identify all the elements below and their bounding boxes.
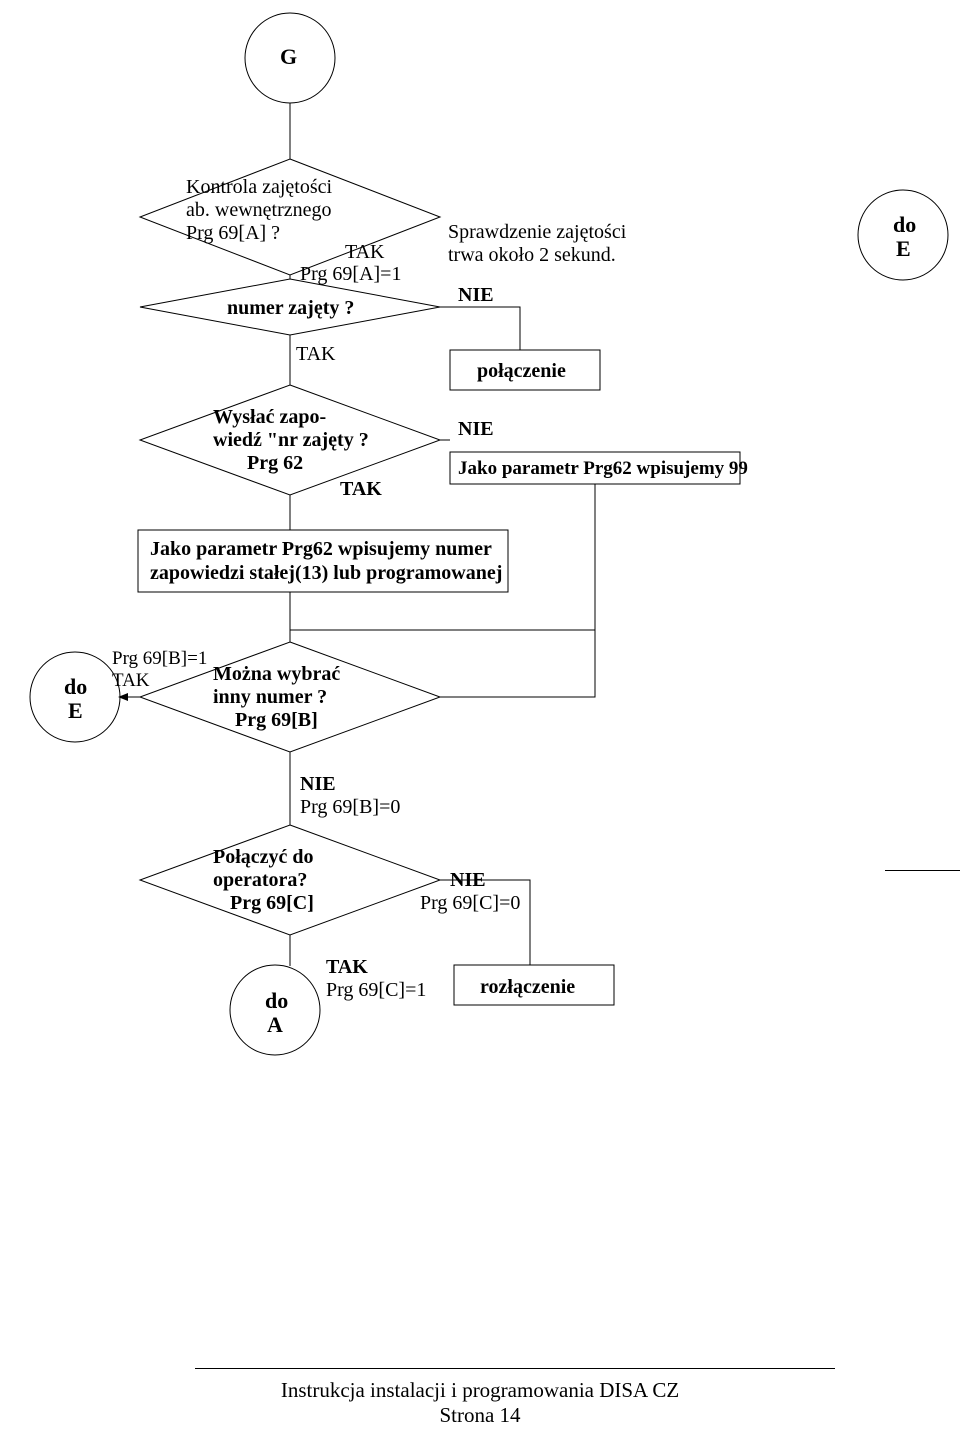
decision-d4-line3: Prg 69[B] <box>235 708 318 732</box>
decision-d2-label: numer zajęty ? <box>227 296 354 320</box>
decision-d1-line2: ab. wewnętrznego <box>186 198 332 222</box>
prg69b-tak-line2: TAK <box>112 670 150 693</box>
footer-divider <box>195 1368 835 1369</box>
d2-out-tak: TAK <box>296 342 336 366</box>
partial-rule-right <box>885 870 960 871</box>
d1-out-tak-line2: Prg 69[A]=1 <box>300 262 401 286</box>
d3-out-tak: TAK <box>340 477 382 501</box>
box-prg62-99-label: Jako parametr Prg62 wpisujemy 99 <box>458 458 748 481</box>
decision-d1-line1: Kontrola zajętości <box>186 175 332 199</box>
connector-do-e-left-line2: E <box>68 698 83 724</box>
d1-out-tak-line1: TAK <box>345 240 385 264</box>
box-prg62-num-line2: zapowiedzi stałej(13) lub programowanej <box>150 561 502 585</box>
footer-line1: Instrukcja instalacji i programowania DI… <box>0 1378 960 1403</box>
decision-d5-line2: operatora? <box>213 868 307 892</box>
d2-out-nie: NIE <box>458 283 494 307</box>
decision-d1-line3: Prg 69[A] ? <box>186 221 280 245</box>
d4-out-nie-line1: NIE <box>300 772 336 796</box>
prg69b-tak-line1: Prg 69[B]=1 <box>112 648 207 671</box>
decision-d3-line2: wiedź "nr zajęty ? <box>213 428 369 452</box>
d5-out-nie-line2: Prg 69[C]=0 <box>420 891 520 915</box>
d5-out-tak-line2: Prg 69[C]=1 <box>326 978 426 1002</box>
connector-do-e-right-line1: do <box>893 212 916 238</box>
box-polaczenie-label: połączenie <box>477 359 566 383</box>
connector-do-a-line1: do <box>265 988 288 1014</box>
decision-d4-line1: Można wybrać <box>213 662 340 686</box>
d3-out-nie: NIE <box>458 417 494 441</box>
flowchart-svg <box>0 0 960 1447</box>
page: G do E do E do A Kontrola zajętości ab. … <box>0 0 960 1447</box>
note-top-line1: Sprawdzenie zajętości <box>448 220 626 244</box>
decision-d5-line1: Połączyć do <box>213 845 314 869</box>
connector-do-e-left-line1: do <box>64 674 87 700</box>
d5-out-nie-line1: NIE <box>450 868 486 892</box>
decision-d4-line2: inny numer ? <box>213 685 327 709</box>
d4-out-nie-line2: Prg 69[B]=0 <box>300 795 400 819</box>
connector-g-label: G <box>280 44 297 70</box>
d5-out-tak-line1: TAK <box>326 955 368 979</box>
note-top-line2: trwa około 2 sekund. <box>448 243 616 267</box>
decision-d3-line1: Wysłać zapo- <box>213 405 326 429</box>
connector-do-a-line2: A <box>267 1012 283 1038</box>
box-prg62-num-line1: Jako parametr Prg62 wpisujemy numer <box>150 537 492 561</box>
decision-d5-line3: Prg 69[C] <box>230 891 314 915</box>
connector-do-e-right-line2: E <box>896 236 911 262</box>
box-rozlaczenie-label: rozłączenie <box>480 975 575 999</box>
footer-line2: Strona 14 <box>0 1403 960 1428</box>
decision-d3-line3: Prg 62 <box>247 451 303 475</box>
footer: Instrukcja instalacji i programowania DI… <box>0 1378 960 1428</box>
